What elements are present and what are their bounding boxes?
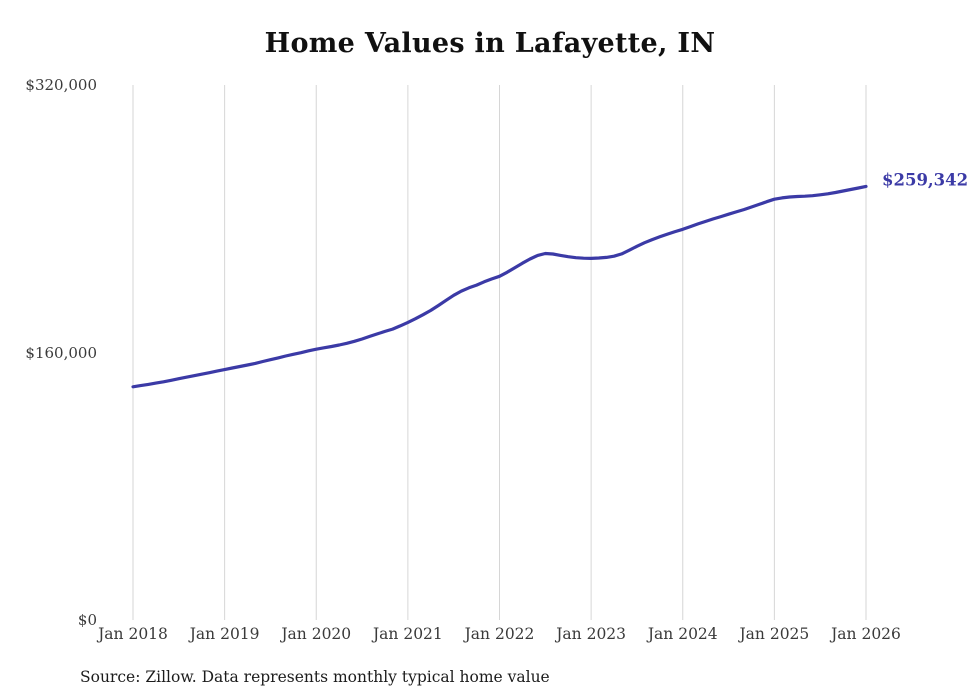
x-axis-tick-label: Jan 2020 <box>281 625 352 643</box>
x-axis-tick-label: Jan 2022 <box>464 625 535 643</box>
x-axis-tick-label: Jan 2019 <box>189 625 260 643</box>
y-axis-tick-label: $0 <box>77 611 97 629</box>
source-note: Source: Zillow. Data represents monthly … <box>80 668 550 686</box>
chart-title: Home Values in Lafayette, IN <box>264 28 716 59</box>
x-axis-tick-label: Jan 2021 <box>372 625 443 643</box>
x-axis-tick-label: Jan 2024 <box>647 625 718 643</box>
y-axis-tick-label: $320,000 <box>25 76 97 94</box>
home-value-line <box>131 184 868 389</box>
y-axis-tick-label: $160,000 <box>25 343 97 362</box>
end-value-label: $259,342 <box>882 170 969 190</box>
x-axis-tick-label: Jan 2026 <box>831 625 901 643</box>
x-axis-tick-label: Jan 2025 <box>739 625 810 643</box>
x-axis-tick-label: Jan 2018 <box>98 625 168 643</box>
x-axis-tick-label: Jan 2023 <box>556 625 627 643</box>
